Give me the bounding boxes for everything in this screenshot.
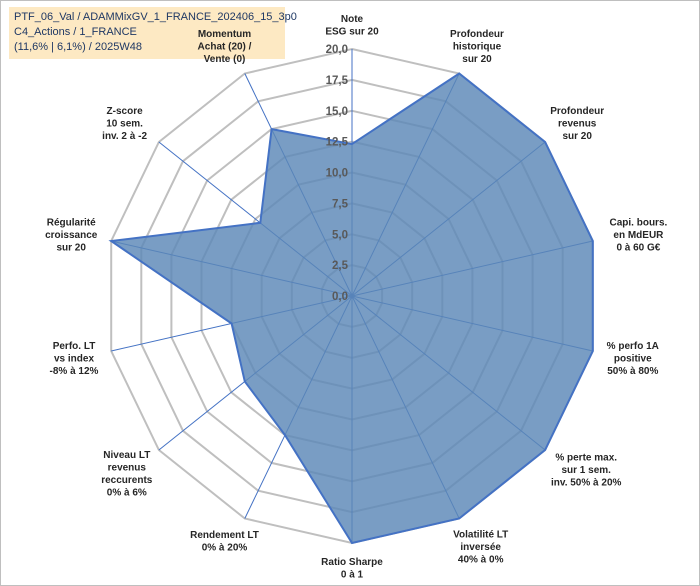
axis-label-line: reccurents <box>101 475 153 486</box>
portfolio-title: PTF_06_Val / ADAMMixGV_1_FRANCE_202406_1… <box>14 11 297 23</box>
axis-label-line: Rendement LT <box>190 530 259 541</box>
axis-label-line: -8% à 12% <box>50 366 99 377</box>
axis-label-line: % perfo 1A <box>607 341 659 352</box>
axis-label-line: historique <box>453 42 502 53</box>
axis-label-line: inv. 50% à 20% <box>551 477 622 488</box>
tick-label: 2,5 <box>332 260 349 272</box>
axis-label: Z-score 10 sem.inv. 2 à -2 <box>102 106 147 142</box>
axis-label-line: Volatilité LT <box>453 530 508 541</box>
asset-class-line: C4_Actions / 1_FRANCE <box>14 26 137 38</box>
tick-label: 7,5 <box>332 198 349 210</box>
tick-label: 15,0 <box>326 106 348 118</box>
radar-tick-labels: 0,0 2,5 5,0 7,5 10,0 12,5 15,0 17,5 20,0 <box>326 44 349 303</box>
series-area <box>108 72 594 545</box>
axis-label: % perte max. sur 1 sem.inv. 50% à 20% <box>551 452 622 488</box>
tick-label: 0,0 <box>332 291 348 303</box>
radar-series <box>108 72 594 545</box>
tick-label: 20,0 <box>326 44 348 56</box>
axis-label-line: inv. 2 à -2 <box>102 131 147 142</box>
axis-label-line: Profondeur <box>450 29 504 40</box>
axis-label-line: croissance <box>45 230 98 241</box>
axis-label-line: sur 20 <box>56 242 86 253</box>
tick-label: 12,5 <box>326 137 349 149</box>
axis-label-line: inversée <box>460 542 501 553</box>
axis-label-line: Ratio Sharpe <box>321 557 383 568</box>
axis-label-line: ESG sur 20 <box>325 27 379 38</box>
axis-label-line: positive <box>614 354 652 365</box>
axis-label-line: 0 à 1 <box>341 570 364 581</box>
axis-label-line: 50% à 80% <box>607 366 658 377</box>
axis-label-line: sur 1 sem. <box>561 465 611 476</box>
tick-label: 5,0 <box>332 229 348 241</box>
axis-label-line: 0% à 6% <box>107 488 147 499</box>
info-box: PTF_06_Val / ADAMMixGV_1_FRANCE_202406_1… <box>9 7 297 59</box>
axis-label-line: en MdEUR <box>613 230 664 241</box>
axis-label-line: revenus <box>558 119 597 130</box>
axis-label-line: % perte max. <box>555 452 617 463</box>
axis-label-line: Perfo. LT <box>53 341 96 352</box>
axis-label-line: 0 à 60 G€ <box>616 242 660 253</box>
performance-line: (11,6% | 6,1%) / 2025W48 <box>14 41 142 53</box>
axis-label-line: Profondeur <box>550 106 604 117</box>
axis-label-line: Achat (20) / <box>198 42 252 53</box>
axis-label-line: Niveau LT <box>103 450 150 461</box>
axis-label-line: 40% à 0% <box>458 555 504 566</box>
axis-label-line: Note <box>341 14 364 25</box>
axis-label-line: Capi. bours. <box>610 217 668 228</box>
tick-label: 10,0 <box>326 168 348 180</box>
axis-label: Perfo. LT vs index-8% à 12% <box>50 341 99 377</box>
axis-label-line: sur 20 <box>462 54 492 65</box>
axis-label-line: Momentum <box>198 29 251 40</box>
tick-label: 17,5 <box>326 75 349 87</box>
axis-label: Ratio Sharpe 0 à 1 <box>321 557 383 581</box>
axis-label: Momentum Achat (20) /Vente (0) <box>198 29 252 65</box>
axis-label-line: 10 sem. <box>106 119 143 130</box>
axis-label-line: Régularité <box>47 217 96 228</box>
axis-label-line: 0% à 20% <box>202 543 248 554</box>
axis-label: Rendement LT 0% à 20% <box>190 530 259 554</box>
axis-label-line: vs index <box>54 354 94 365</box>
axis-label-line: Vente (0) <box>204 54 246 65</box>
axis-label-line: sur 20 <box>562 131 592 142</box>
axis-label-line: revenus <box>108 463 147 474</box>
axis-label: Note ESG sur 20 <box>325 14 379 38</box>
axis-label-line: Z-score <box>107 106 144 117</box>
